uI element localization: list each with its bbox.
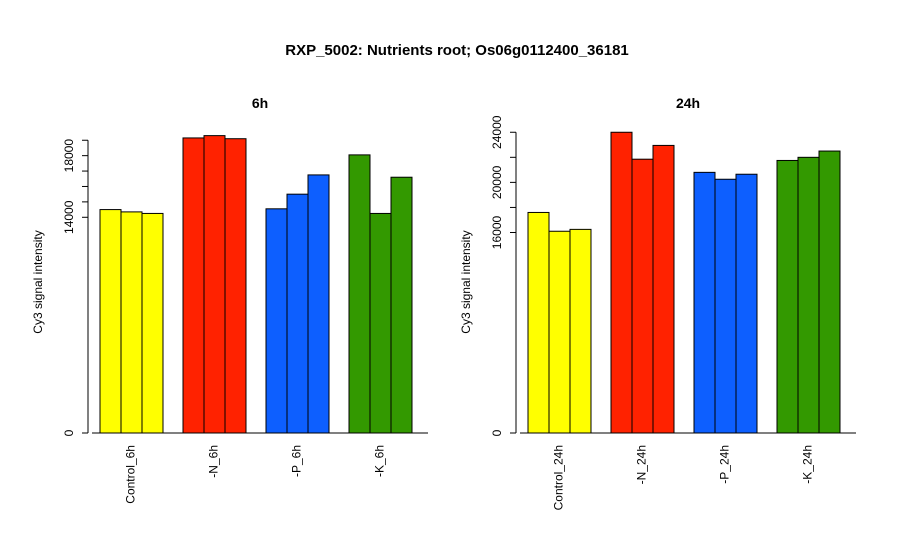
x-tick-label: -P_24h [718, 445, 732, 484]
bar [348, 154, 371, 434]
x-tick-label: Control_6h [124, 445, 138, 504]
x-tick-label: Control_24h [552, 445, 566, 510]
y-tick-label: 14000 [62, 200, 76, 234]
bar [569, 228, 592, 434]
bar [390, 176, 413, 434]
bar [797, 156, 820, 434]
bar [652, 144, 675, 434]
bar [182, 137, 205, 434]
y-axis-label: Cy3 signal intensity [31, 230, 45, 333]
bar [714, 178, 737, 434]
bar [265, 208, 288, 434]
bar [548, 230, 571, 434]
y-tick-label: 0 [490, 429, 504, 436]
bar [818, 150, 841, 434]
panel-24h: 24h Cy3 signal intensity 0 16000 20000 24000 C… [459, 95, 856, 510]
bar [527, 211, 550, 434]
bar [631, 158, 654, 434]
bar [141, 212, 164, 434]
bar [735, 173, 758, 434]
bar [693, 171, 716, 434]
y-tick-label: 0 [62, 429, 76, 436]
bar [610, 131, 633, 434]
y-tick-label: 16000 [490, 215, 504, 249]
figure-title: RXP_5002: Nutrients root; Os06g0112400_3… [285, 42, 629, 59]
x-tick-label: -K_24h [801, 445, 815, 484]
panel-title: 6h [252, 95, 268, 111]
x-tick-label: -N_24h [635, 445, 649, 484]
bar [203, 135, 226, 434]
y-tick-label: 20000 [490, 165, 504, 199]
bar [286, 193, 309, 434]
bar [120, 211, 143, 434]
y-axis-label: Cy3 signal intensity [459, 230, 473, 333]
y-tick-label: 18000 [62, 139, 76, 173]
bar [369, 212, 392, 434]
panel-title: 24h [676, 95, 700, 111]
bar [99, 209, 122, 434]
x-tick-label: -N_6h [207, 445, 221, 478]
bar [776, 159, 799, 434]
y-tick-label: 24000 [490, 115, 504, 149]
bar [307, 174, 330, 434]
bar [224, 138, 247, 434]
x-tick-label: -K_6h [373, 445, 387, 477]
panel-6h: 6h Cy3 signal intensity 0 14000 18000 Control… [31, 95, 428, 504]
x-tick-label: -P_6h [290, 445, 304, 477]
